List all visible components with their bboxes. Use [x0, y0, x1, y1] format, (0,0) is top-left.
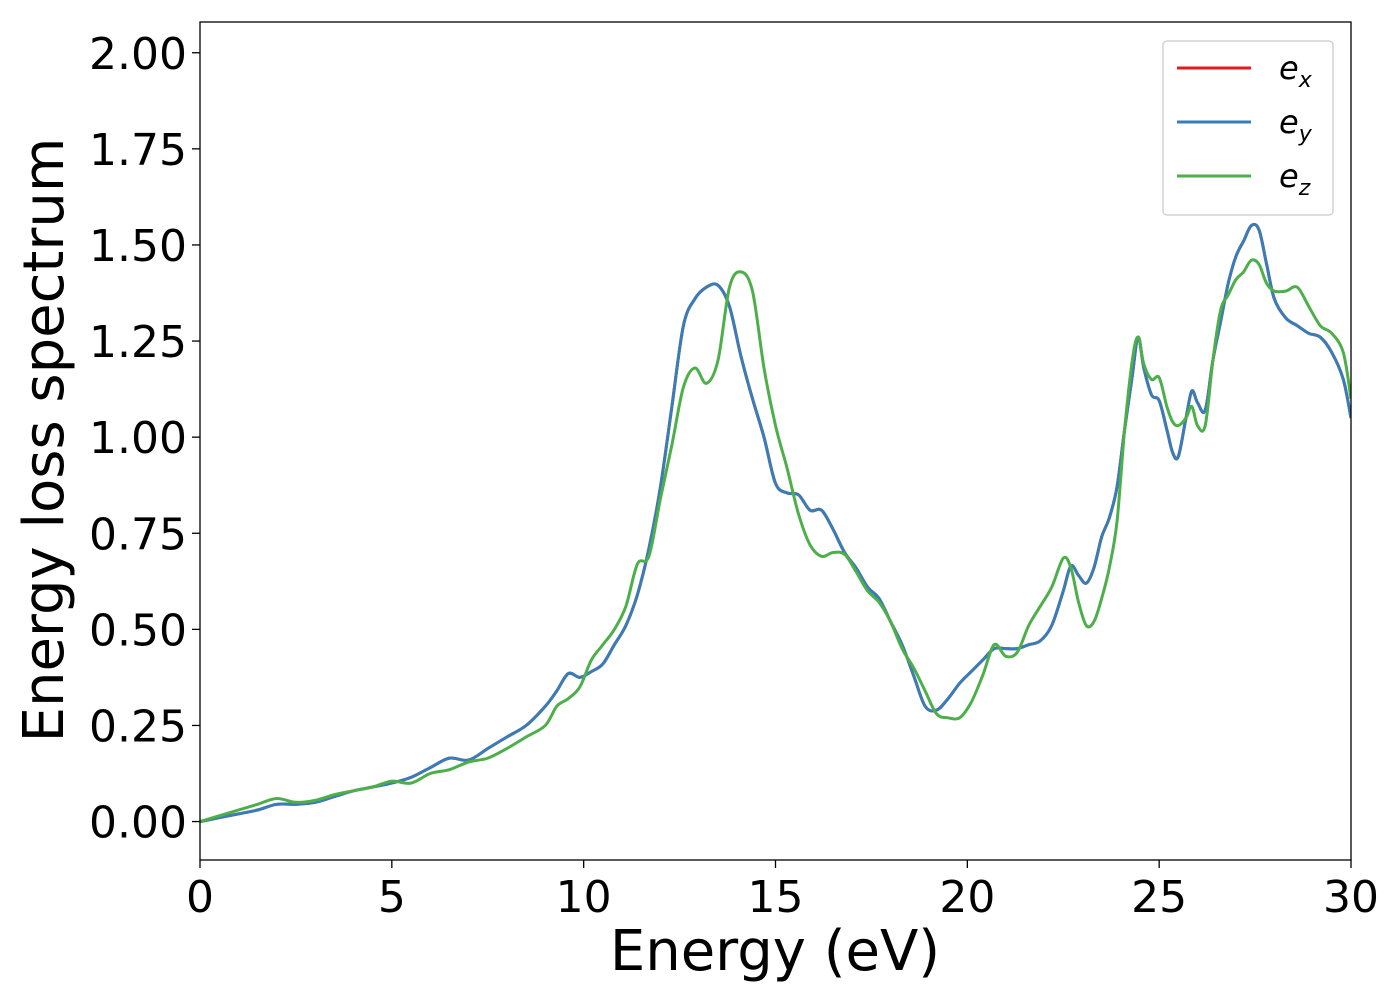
legend-label-y: ey — [1279, 103, 1313, 147]
x-tick-label: 15 — [748, 872, 804, 923]
legend-label-z: ez — [1279, 157, 1311, 201]
y-tick-label: 0.50 — [89, 605, 187, 656]
y-tick-label: 1.50 — [89, 221, 187, 272]
y-tick-label: 0.00 — [89, 798, 187, 849]
x-tick-label: 20 — [939, 872, 995, 923]
y-tick-label: 1.75 — [89, 125, 187, 176]
x-tick-label: 5 — [378, 872, 406, 923]
x-axis-label: Energy (eV) — [610, 919, 940, 984]
y-axis-ticks: 0.00 0.25 0.50 0.75 1.00 1.25 1.50 1.75 2.00 — [89, 29, 200, 849]
legend-label-x: ex — [1279, 49, 1313, 93]
x-tick-label: 30 — [1323, 872, 1379, 923]
y-tick-label: 0.25 — [89, 701, 187, 752]
legend: ex ey ez — [1162, 40, 1334, 216]
x-tick-label: 10 — [556, 872, 612, 923]
y-axis-label: Energy loss spectrum — [12, 138, 77, 743]
series-line-z — [200, 258, 1351, 824]
series-line-y — [200, 222, 1351, 824]
y-tick-label: 0.75 — [89, 509, 187, 560]
x-tick-label: 0 — [186, 872, 214, 923]
y-tick-label: 1.25 — [89, 317, 187, 368]
legend-box — [1162, 40, 1334, 216]
x-tick-label: 25 — [1131, 872, 1187, 923]
y-tick-label: 1.00 — [89, 413, 187, 464]
y-tick-label: 2.00 — [89, 29, 187, 80]
series-line-x — [200, 222, 1351, 824]
x-axis-ticks: 0 5 10 15 20 25 30 — [186, 860, 1379, 923]
